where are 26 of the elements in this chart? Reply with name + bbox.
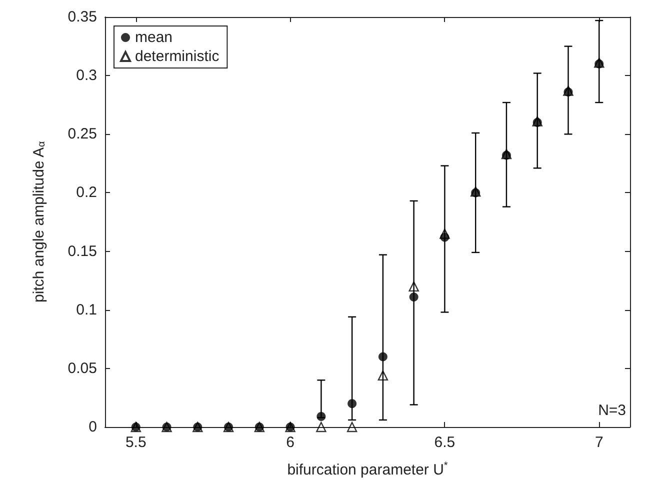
y-tick-label: 0.3 bbox=[76, 67, 97, 84]
y-tick-label: 0.35 bbox=[68, 8, 97, 26]
x-axis-title: bifurcation parameter U* bbox=[287, 460, 448, 478]
y-tick-label: 0.2 bbox=[76, 184, 97, 202]
legend-label: mean bbox=[135, 29, 173, 46]
x-tick-label: 6.5 bbox=[434, 434, 456, 451]
y-tick-label: 0.1 bbox=[76, 301, 97, 318]
y-tick-label: 0.05 bbox=[68, 360, 97, 377]
legend-label: deterministic bbox=[135, 48, 220, 65]
point bbox=[378, 352, 388, 362]
x-tick-label: 6 bbox=[286, 434, 294, 451]
annotation: N=3 bbox=[598, 402, 626, 419]
point bbox=[348, 399, 357, 408]
y-axis-title: pitch angle amplitude Aα bbox=[30, 140, 48, 302]
y-tick-label: 0.15 bbox=[68, 242, 97, 260]
point bbox=[316, 422, 326, 432]
point bbox=[408, 281, 419, 292]
point bbox=[378, 370, 388, 381]
y-tick-label: 0 bbox=[88, 418, 97, 436]
x-tick-label: 5.5 bbox=[125, 434, 146, 451]
y-tick-label: 0.25 bbox=[68, 126, 97, 143]
point bbox=[346, 422, 358, 432]
point bbox=[316, 412, 326, 421]
point bbox=[440, 228, 450, 239]
point bbox=[409, 292, 418, 302]
x-tick-label: 7 bbox=[594, 434, 604, 451]
